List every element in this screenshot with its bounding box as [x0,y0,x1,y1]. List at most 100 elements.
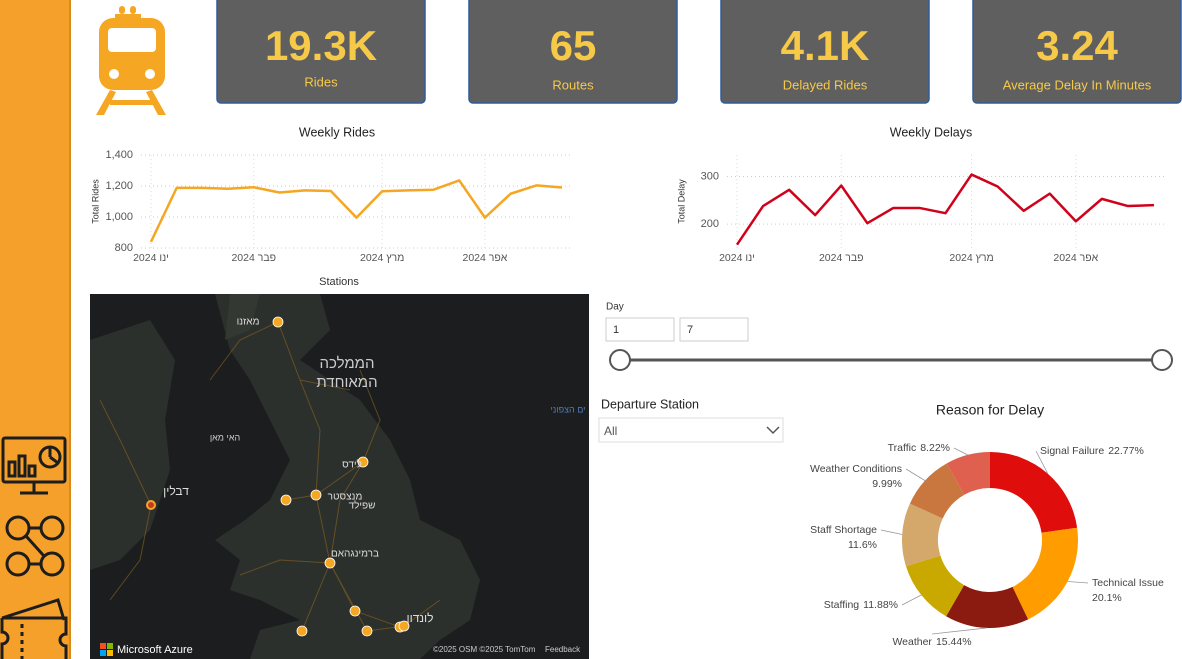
leader-line [1067,581,1089,584]
ticket-icon[interactable] [0,598,68,659]
pie-label-name: Weather Conditions [810,463,902,475]
sidebar [0,0,70,659]
station-dot [310,489,322,501]
departure-dropdown[interactable] [598,417,784,443]
map-label: לונדון [406,611,433,625]
kpi-card [468,0,678,104]
kpi-label: Routes [552,77,594,92]
line-series [149,179,563,243]
kpi-label: Rides [304,74,338,89]
pie-label-value: 8.22% [920,442,950,454]
map-label: הממלכה [320,355,375,372]
departure-value: All [604,424,617,438]
pie-label: Weather 15.44% [892,636,971,648]
pie-label-name: Traffic [888,442,917,454]
x-tick-label: מרץ 2024 [360,252,404,264]
leader-line [931,627,987,635]
pie-label-name: Signal Failure [1040,445,1104,457]
pie-label-value: 15.44% [936,636,972,648]
report-icon[interactable] [1,436,67,495]
map-label: ים הצפוני [550,404,585,414]
slider-handle[interactable] [609,349,631,371]
map-feedback[interactable]: Feedback [545,645,581,654]
train-icon [96,6,166,115]
pie-label-name: Staff Shortage [810,524,877,536]
pie-slice [946,585,1029,628]
station-dot [324,557,336,569]
map-attribution: ©2025 OSM ©2025 TomTom [433,645,536,654]
pie-label: Traffic 8.22% [888,442,950,454]
leader-line [953,447,968,456]
pie-label: Weather Conditions 9.99% [810,463,902,490]
line-series [735,173,1155,246]
station-dot [296,625,308,637]
map-label: ברמינגהאם [331,549,379,560]
station-dot [357,456,369,468]
map-title: Stations [319,276,359,288]
y-tick-label: 1,400 [105,149,133,161]
x-tick-label: אפר 2024 [1053,252,1098,264]
x-tick-label: פבר 2024 [231,252,276,264]
pie-label-name: Technical Issue [1092,577,1164,589]
kpi-label: Average Delay In Minutes [1003,77,1152,92]
station-dot [146,500,156,510]
map-label: לידס [342,459,362,471]
station-dot [280,494,292,506]
station-dot [272,316,284,328]
train-window [108,28,156,79]
station-dot [398,620,410,632]
pie-label-name: Staffing [824,599,860,611]
dropdown-chevron [766,426,780,435]
station-dot [349,605,361,617]
departure-label: Departure Station [601,397,699,411]
pie-slice [905,555,965,617]
station-dot [361,625,373,637]
day-to: 7 [687,324,693,336]
map[interactable]: מאזנו הממלכה המאוחדת האי מאן דבלין לידס מנצסטר… [90,294,589,659]
kpi-value: 65 [550,22,597,69]
day-to-box[interactable] [679,317,749,342]
x-tick-label: ינו 2024 [719,252,755,264]
day-label: Day [606,302,624,313]
map-label: שפילד [349,500,376,512]
leader-line [1035,450,1049,474]
slider-handle[interactable] [1151,349,1173,371]
map-label: המאוחדת [316,374,377,391]
y-tick-label: 1,200 [105,180,133,192]
pie-label: Technical Issue 20.1% [1092,577,1164,604]
pie-slice [1012,527,1078,620]
day-from-box[interactable] [605,317,675,342]
kpi-card [216,0,426,104]
y-tick-label: 200 [701,218,719,230]
pie-label-value: 22.77% [1108,445,1144,457]
x-tick-label: אפר 2024 [462,252,507,264]
pie-slice [902,503,943,567]
kpi-card [720,0,930,104]
pie-label-name: Weather [892,636,932,648]
kpi-value: 19.3K [265,22,377,69]
map-label: האי מאן [210,432,240,442]
leader-line [905,468,926,481]
map-logo: Microsoft Azure [117,644,193,656]
pie-label: Staff Shortage 11.6% [810,524,877,551]
pie-label: Staffing 11.88% [824,599,898,611]
y-axis-title: Total Delay [676,179,686,224]
map-label: דבלין [163,484,189,498]
map-label: מנצסטר [328,492,363,503]
sidebar-edge [69,0,71,659]
y-axis-title: Total Rides [90,179,100,224]
map-label: מאזנו [237,317,260,328]
pie-label-value: 9.99% [872,478,902,490]
x-tick-label: מרץ 2024 [949,252,993,264]
pie-label-value: 11.88% [863,599,898,611]
kpi-value: 4.1K [781,22,870,69]
kpi-card [972,0,1182,104]
network-icon[interactable] [5,515,65,577]
day-from: 1 [613,324,619,336]
x-tick-label: פבר 2024 [819,252,864,264]
pie-slice [990,452,1078,533]
pie-slice [946,452,990,495]
y-tick-label: 300 [701,170,719,182]
